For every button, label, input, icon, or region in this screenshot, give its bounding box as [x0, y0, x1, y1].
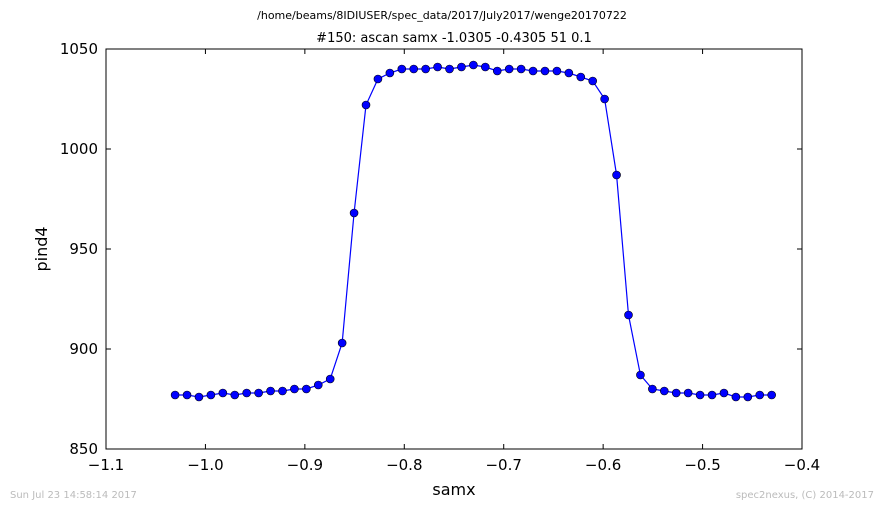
data-point	[552, 66, 562, 76]
data-point	[528, 66, 538, 76]
data-point	[767, 390, 776, 400]
x-tick-label: −0.6	[585, 456, 621, 474]
data-point	[576, 72, 586, 82]
data-point	[636, 370, 645, 380]
data-point	[325, 374, 335, 384]
data-point	[707, 390, 717, 400]
data-point	[540, 66, 550, 76]
data-point	[409, 64, 419, 74]
data-point	[278, 386, 287, 396]
data-point	[349, 208, 359, 218]
data-point	[516, 64, 526, 74]
y-tick-label: 950	[69, 240, 98, 258]
data-point	[230, 390, 240, 400]
x-tick-label: −0.5	[684, 456, 720, 474]
plot-frame	[105, 48, 803, 450]
data-point	[719, 388, 729, 398]
data-point	[421, 64, 430, 74]
data-point	[481, 62, 490, 72]
data-point	[612, 170, 621, 180]
data-point	[683, 388, 693, 398]
y-tick-label: 1050	[60, 40, 98, 58]
y-axis-label: pind4	[32, 226, 51, 271]
y-tick-label: 1000	[60, 140, 98, 158]
data-point	[648, 384, 657, 394]
chart-title: #150: ascan samx -1.0305 -0.4305 51 0.1	[316, 31, 592, 46]
x-tick-label: −0.9	[287, 456, 323, 474]
x-tick-label: −0.7	[485, 456, 521, 474]
data-point	[206, 390, 216, 400]
data-point	[457, 62, 466, 72]
data-point	[361, 100, 371, 110]
data-point	[433, 62, 442, 72]
x-tick-label: −1.1	[88, 456, 124, 474]
data-point	[397, 64, 407, 74]
data-point	[671, 388, 681, 398]
data-point	[373, 74, 383, 84]
data-point	[218, 388, 228, 398]
x-tick-label: −1.0	[187, 456, 223, 474]
data-point	[445, 64, 454, 74]
data-point	[182, 390, 192, 400]
data-point	[600, 94, 609, 104]
data-point	[290, 384, 299, 394]
data-point	[385, 68, 395, 78]
data-point	[755, 390, 765, 400]
chart-suptitle: /home/beams/8IDIUSER/spec_data/2017/July…	[257, 9, 627, 22]
x-tick-label: −0.4	[784, 456, 820, 474]
footer-credit: spec2nexus, (C) 2014-2017	[736, 490, 874, 501]
data-point	[588, 76, 598, 86]
data-point	[313, 380, 323, 390]
data-point	[337, 338, 347, 348]
tick-labels: −1.1 −1.0 −0.9 −0.8 −0.7 −0.6 −0.5 −0.4 850 900 95…	[60, 40, 820, 474]
y-tick-label: 900	[69, 340, 98, 358]
data-point	[194, 392, 204, 402]
footer-timestamp: Sun Jul 23 14:58:14 2017	[10, 490, 137, 501]
series-line	[175, 64, 772, 398]
data-point	[266, 386, 275, 396]
data-point	[302, 384, 311, 394]
data-point	[504, 64, 514, 74]
data-point	[624, 310, 633, 320]
data-point	[242, 388, 251, 398]
data-point	[492, 66, 502, 76]
y-tick-label: 850	[69, 440, 98, 458]
x-tick-label: −0.8	[386, 456, 422, 474]
plot-area	[170, 60, 776, 402]
data-point	[743, 392, 753, 402]
data-point	[170, 390, 180, 400]
data-point	[695, 390, 705, 400]
data-point	[564, 68, 574, 78]
data-point	[659, 386, 669, 396]
data-point	[254, 388, 263, 398]
data-point	[731, 392, 741, 402]
data-point	[469, 60, 478, 70]
x-axis-label: samx	[432, 480, 475, 499]
